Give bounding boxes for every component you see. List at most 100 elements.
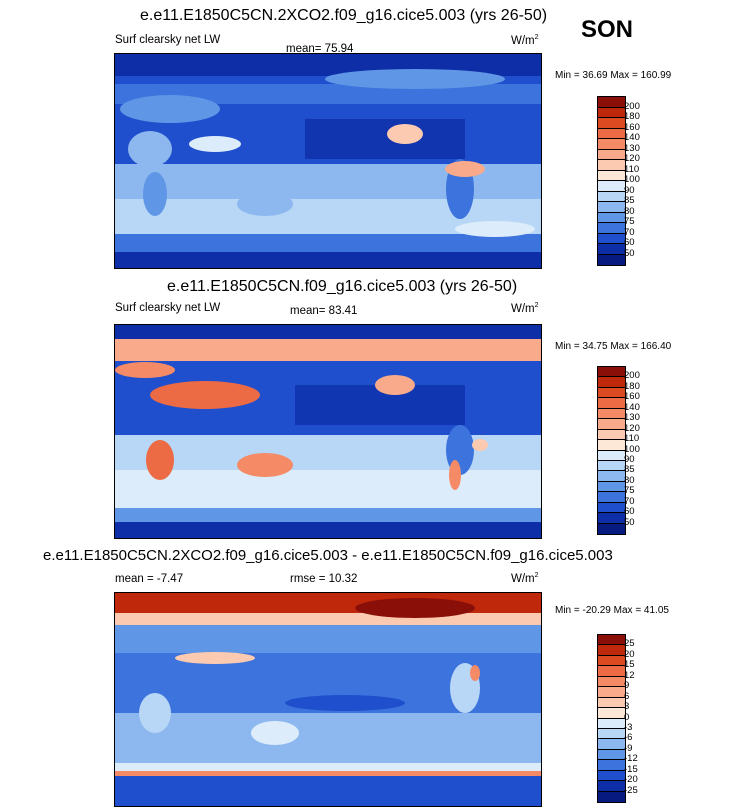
colorbar-swatch <box>598 377 625 388</box>
units-text: W/m <box>511 34 535 47</box>
panel2-map <box>114 324 542 539</box>
colorbar-tick-label: 90 <box>624 184 635 196</box>
panel3-title: e.e11.E1850C5CN.2XCO2.f09_g16.cice5.003 … <box>43 547 613 564</box>
colorbar-swatch <box>598 398 625 409</box>
colorbar-swatch <box>598 655 625 667</box>
colorbar-swatch <box>598 254 625 265</box>
panel3-minmax: Min = -20.29 Max = 41.05 <box>555 605 669 616</box>
panel1-units: W/m2 <box>511 34 539 47</box>
colorbar-swatch <box>598 450 625 461</box>
colorbar-swatch <box>598 523 625 534</box>
panel3-mean-label: mean = -7.47 <box>115 573 184 585</box>
panel1-colorbar-ticks: 200 180 160 140 130 120 110 100 90 85 80 75 70 60 50 <box>624 96 664 264</box>
colorbar-swatch <box>598 781 625 792</box>
colorbar-tick-label: 25 <box>624 638 635 650</box>
colorbar-swatch <box>598 697 625 709</box>
colorbar-tick-label: 90 <box>624 453 635 465</box>
colorbar-tick-label: 75 <box>624 485 635 497</box>
colorbar-tick-label: 50 <box>624 516 635 528</box>
panel2-minmax: Min = 34.75 Max = 166.40 <box>555 341 672 352</box>
panel1-map-field <box>115 54 541 268</box>
colorbar-tick-label: -20 <box>624 774 638 786</box>
panel1-title: e.e11.E1850C5CN.2XCO2.f09_g16.cice5.003 … <box>140 7 548 24</box>
colorbar-swatch <box>598 367 625 378</box>
colorbar-swatch <box>598 708 625 719</box>
colorbar-tick-label: 100 <box>624 443 640 455</box>
panel3-colorbar <box>597 634 626 803</box>
colorbar-swatch <box>598 635 625 646</box>
colorbar-swatch <box>598 429 625 441</box>
colorbar-tick-label: -12 <box>624 753 638 765</box>
colorbar-tick-label: 9 <box>624 680 630 692</box>
colorbar-tick-label: -15 <box>624 763 638 775</box>
colorbar-tick-label: 160 <box>624 121 640 133</box>
panel1-mean-label: mean= 75.94 <box>286 43 354 55</box>
panel3-map-field <box>115 593 541 806</box>
panel1-variable-label: Surf clearsky net LW <box>115 34 221 46</box>
colorbar-swatch <box>598 676 625 688</box>
colorbar-swatch <box>598 687 625 698</box>
panel3-units: W/m2 <box>511 572 539 585</box>
panel3-map <box>114 592 542 807</box>
colorbar-swatch <box>598 760 625 771</box>
units-sup: 2 <box>534 34 539 41</box>
units-text: W/m <box>511 572 535 585</box>
colorbar-tick-label: 110 <box>624 433 640 445</box>
panel2-title: e.e11.E1850C5CN.f09_g16.cice5.003 (yrs 2… <box>167 278 518 295</box>
colorbar-swatch <box>598 408 625 420</box>
panel2-variable-label: Surf clearsky net LW <box>115 302 221 314</box>
colorbar-swatch <box>598 440 625 451</box>
colorbar-tick-label: 180 <box>624 111 640 122</box>
panel2-units: W/m2 <box>511 302 539 315</box>
colorbar-swatch <box>598 739 625 750</box>
colorbar-swatch <box>598 170 625 181</box>
colorbar-tick-label: 6 <box>624 690 630 702</box>
colorbar-tick-label: 200 <box>624 100 640 112</box>
units-sup: 2 <box>534 572 539 579</box>
colorbar-tick-label: 0 <box>624 711 630 723</box>
colorbar-swatch <box>598 791 625 802</box>
panel3-colorbar-ticks: 25 20 15 12 9 6 3 0 -3 -6 -9 -12 -15 -20 -25 <box>624 634 664 801</box>
colorbar-swatch <box>598 460 625 472</box>
colorbar-swatch <box>598 202 625 213</box>
colorbar-tick-label: -6 <box>624 732 633 744</box>
colorbar-tick-label: 180 <box>624 380 640 392</box>
colorbar-swatch <box>598 212 625 223</box>
colorbar-swatch <box>598 502 625 514</box>
colorbar-tick-label: 85 <box>624 464 635 476</box>
colorbar-tick-label: 60 <box>624 506 635 518</box>
colorbar-swatch <box>598 419 625 430</box>
panel1-minmax: Min = 36.69 Max = 160.99 <box>555 70 672 81</box>
colorbar-swatch <box>598 160 625 171</box>
colorbar-tick-label: -9 <box>624 742 633 754</box>
colorbar-tick-label: 60 <box>624 237 635 248</box>
colorbar-tick-label: 120 <box>624 153 640 164</box>
colorbar-tick-label: 140 <box>624 132 640 143</box>
colorbar-tick-label: 12 <box>624 669 635 681</box>
colorbar-swatch <box>598 118 625 129</box>
units-text: W/m <box>511 302 535 315</box>
colorbar-swatch <box>598 749 625 761</box>
colorbar-swatch <box>598 97 625 108</box>
colorbar-swatch <box>598 481 625 493</box>
colorbar-tick-label: -3 <box>624 721 633 733</box>
season-label: SON <box>581 16 634 43</box>
colorbar-tick-label: 80 <box>624 205 635 217</box>
colorbar-tick-label: 15 <box>624 659 635 671</box>
colorbar-tick-label: 70 <box>624 495 635 507</box>
colorbar-swatch <box>598 139 625 150</box>
panel1-colorbar <box>597 96 626 266</box>
colorbar-swatch <box>598 645 625 656</box>
colorbar-tick-label: 85 <box>624 195 635 206</box>
colorbar-tick-label: 3 <box>624 701 630 713</box>
colorbar-tick-label: 70 <box>624 226 635 238</box>
colorbar-swatch <box>598 770 625 782</box>
colorbar-swatch <box>598 244 625 255</box>
colorbar-tick-label: 120 <box>624 422 640 434</box>
colorbar-swatch <box>598 513 625 524</box>
panel3-rmse-label: rmse = 10.32 <box>290 573 358 585</box>
colorbar-tick-label: 75 <box>624 216 635 227</box>
colorbar-tick-label: 100 <box>624 174 640 185</box>
colorbar-swatch <box>598 181 625 192</box>
colorbar-tick-label: 130 <box>624 142 640 154</box>
